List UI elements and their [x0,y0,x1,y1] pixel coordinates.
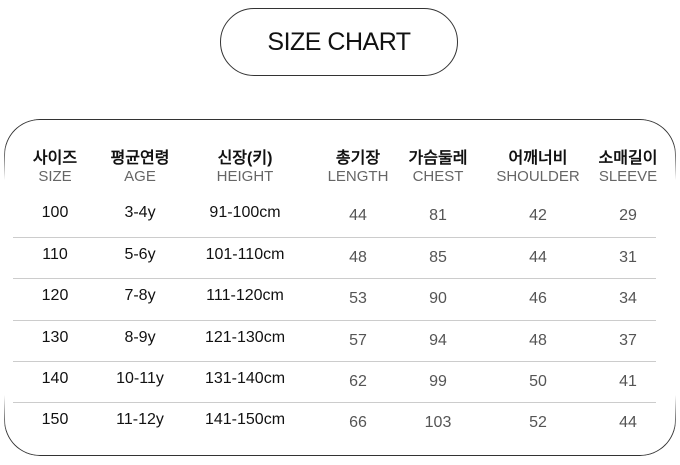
column-header-ko: 어깨너비 [508,150,568,167]
table-cell: 99 [429,373,447,390]
table-frame-top [4,119,676,180]
table-cell: 44 [529,249,547,266]
column-header-en: CHEST [412,168,464,185]
table-cell: 50 [529,373,547,390]
table-cell: 31 [619,249,637,266]
table-cell: 100 [41,204,69,221]
table-cell: 57 [349,332,367,349]
table-cell: 94 [429,332,447,349]
table-cell: 150 [41,411,69,428]
table-cell: 46 [529,290,547,307]
table-cell: 29 [619,207,637,224]
table-cell: 111-120cm [206,287,284,304]
table-cell: 85 [429,249,447,266]
column-header-en: SLEEVE [598,168,658,185]
column-header-en: LENGTH [327,168,389,185]
table-cell: 48 [349,249,367,266]
table-cell: 8-9y [124,329,156,346]
table-cell: 10-11y [116,370,164,387]
column-header-ko: 소매길이 [598,150,658,167]
table-cell: 3-4y [124,204,156,221]
row-divider [13,278,656,279]
row-divider [13,320,656,321]
table-cell: 141-150cm [204,411,286,428]
table-cell: 44 [619,414,637,431]
column-header-ko: 신장(키) [217,150,273,167]
table-cell: 7-8y [124,287,156,304]
table-cell: 37 [619,332,637,349]
table-cell: 90 [429,290,447,307]
table-cell: 42 [529,207,547,224]
table-cell: 34 [619,290,637,307]
table-cell: 66 [349,414,367,431]
table-cell: 44 [349,207,367,224]
row-divider [13,402,656,403]
table-cell: 140 [41,370,69,387]
table-cell: 110 [42,246,68,263]
table-cell: 5-6y [124,246,156,263]
row-divider [13,361,656,362]
table-cell: 120 [41,287,69,304]
table-cell: 91-100cm [209,204,281,221]
page-title: SIZE CHART [220,8,458,76]
table-cell: 131-140cm [204,370,286,387]
table-cell: 11-12y [116,411,164,428]
table-cell: 41 [619,373,637,390]
table-cell: 53 [349,290,367,307]
column-header-en: SHOULDER [496,168,580,185]
column-header-ko: 평균연령 [110,150,170,167]
table-cell: 52 [529,414,547,431]
row-divider [13,237,656,238]
table-cell: 130 [41,329,69,346]
table-cell: 103 [424,414,452,431]
table-cell: 101-110cm [205,246,285,263]
column-header-en: AGE [124,168,156,185]
column-header-ko: 사이즈 [32,150,78,167]
table-cell: 81 [429,207,447,224]
table-cell: 62 [349,373,367,390]
column-header-ko: 총기장 [335,150,381,167]
column-header-ko: 가슴둘레 [408,150,468,167]
table-frame-bottom [4,395,676,456]
table-cell: 48 [529,332,547,349]
table-cell: 121-130cm [204,329,286,346]
column-header-en: HEIGHT [216,168,274,185]
column-header-en: SIZE [38,168,72,185]
